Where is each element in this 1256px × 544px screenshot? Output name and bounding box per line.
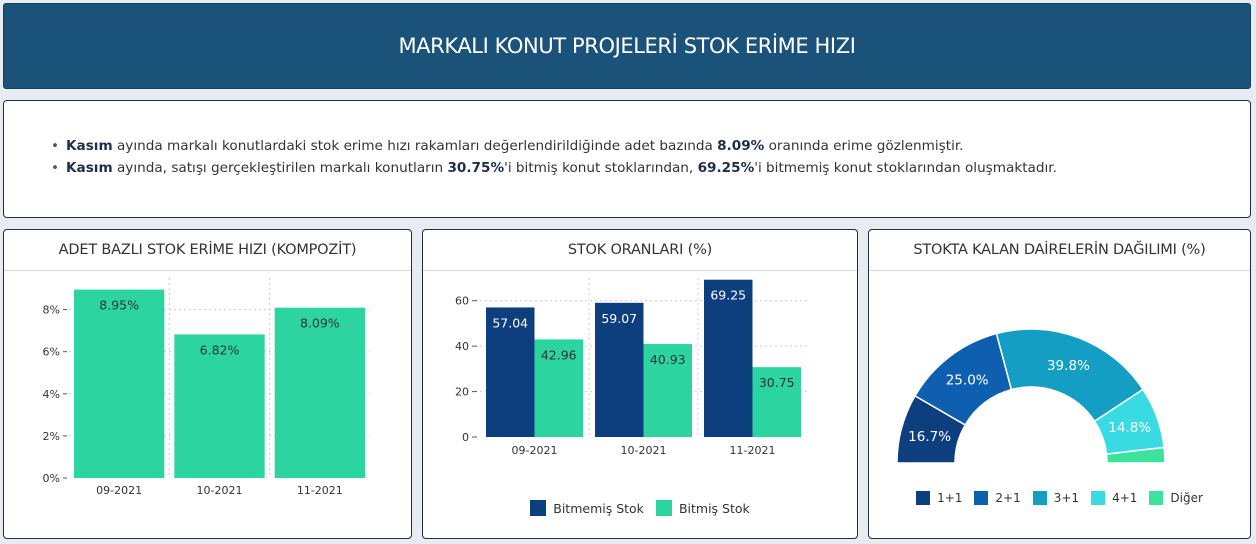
legend-swatch xyxy=(916,491,931,505)
bar-data-label: 8.95% xyxy=(99,298,139,313)
legend-label: Diğer xyxy=(1170,491,1203,505)
bar-data-label: 42.96 xyxy=(541,347,577,362)
y-tick-label: 8% xyxy=(43,304,60,317)
melt-rate-chart: 0% 2% 4% 6% 8% 8.95% 09-2021 6.82% 10-2021 8.09% 1… xyxy=(43,278,370,497)
legend-label: 1+1 xyxy=(937,491,963,505)
legend-swatch xyxy=(974,491,989,505)
y-tick-label: 60 xyxy=(455,295,469,308)
y-tick-label: 0 xyxy=(462,431,469,444)
summary-item: Kasım ayında, satışı gerçekleştirilen ma… xyxy=(51,157,1250,179)
slice-data-label: 14.8% xyxy=(1108,420,1151,436)
page-title: MARKALI KONUT PROJELERİ STOK ERİME HIZI xyxy=(398,34,856,58)
legend-item[interactable]: 3+1 xyxy=(1032,491,1080,505)
x-tick-label: 09-2021 xyxy=(512,444,558,457)
y-tick-label: 40 xyxy=(455,340,469,353)
bar[interactable] xyxy=(534,339,584,437)
summary-item: Kasım ayında markalı konutlardaki stok e… xyxy=(51,135,1250,157)
legend-swatch xyxy=(655,500,672,516)
bar-data-label: 59.07 xyxy=(601,311,637,326)
chart-legend: Bitmemiş Stok Bitmiş Stok xyxy=(423,500,857,516)
bar-data-label: 69.25 xyxy=(710,288,746,303)
legend-item[interactable]: Diğer xyxy=(1149,491,1203,505)
chart-legend: 1+1 2+1 3+1 4+1 Diğer xyxy=(869,491,1250,505)
legend-swatch xyxy=(1032,491,1047,505)
summary-value: 30.75% xyxy=(447,160,505,176)
stock-ratio-chart: 0 20 40 60 57.04 42.96 09-2021 59.07 40.93 10-202… xyxy=(455,278,807,457)
stock-ratio-panel: STOK ORANLARI (%) 0 20 40 60 57.04 42.96 09-20… xyxy=(422,229,858,539)
summary-text: 'i bitmiş konut stoklarından, xyxy=(504,160,698,176)
summary-box: Kasım ayında markalı konutlardaki stok e… xyxy=(3,100,1251,218)
legend-label: 2+1 xyxy=(995,491,1021,505)
slice-data-label: 25.0% xyxy=(946,373,989,389)
x-tick-label: 10-2021 xyxy=(621,444,667,457)
page-header: MARKALI KONUT PROJELERİ STOK ERİME HIZI xyxy=(3,3,1251,89)
pie-slice[interactable] xyxy=(1105,446,1166,464)
bar[interactable] xyxy=(174,334,265,478)
summary-month: Kasım xyxy=(66,138,113,154)
legend-swatch xyxy=(1149,491,1164,505)
bar[interactable] xyxy=(704,279,753,437)
distribution-chart: 16.7% 25.0% 39.8% 14.8% xyxy=(896,328,1166,464)
bar-data-label: 6.82% xyxy=(200,342,240,357)
legend-item[interactable]: Bitmemiş Stok xyxy=(530,500,644,516)
legend-swatch xyxy=(1091,491,1106,505)
bar[interactable] xyxy=(274,307,365,478)
summary-value: 69.25% xyxy=(697,160,755,176)
slice-data-label: 16.7% xyxy=(908,429,951,445)
legend-label: Bitmemiş Stok xyxy=(553,500,644,516)
x-tick-label: 10-2021 xyxy=(197,484,243,497)
legend-item[interactable]: 1+1 xyxy=(916,491,962,505)
bar-data-label: 30.75 xyxy=(759,375,795,390)
y-tick-label: 2% xyxy=(43,430,60,443)
bar[interactable] xyxy=(595,302,644,437)
legend-item[interactable]: 2+1 xyxy=(974,491,1021,505)
summary-text: oranında erime gözlenmiştir. xyxy=(764,138,964,154)
bar[interactable] xyxy=(643,344,693,437)
slice-data-label: 39.8% xyxy=(1047,358,1090,374)
legend-item[interactable]: Bitmiş Stok xyxy=(655,500,750,516)
legend-label: 4+1 xyxy=(1112,491,1138,505)
bar-data-label: 57.04 xyxy=(492,315,528,330)
x-tick-label: 11-2021 xyxy=(297,484,343,497)
legend-swatch xyxy=(530,500,547,516)
y-tick-label: 20 xyxy=(455,386,469,399)
melt-rate-panel: ADET BAZLI STOK ERİME HIZI (KOMPOZİT) 0%… xyxy=(3,229,412,539)
legend-label: Bitmiş Stok xyxy=(678,500,750,516)
bar[interactable] xyxy=(74,289,165,478)
summary-month: Kasım xyxy=(66,160,113,176)
legend-item[interactable]: 4+1 xyxy=(1091,491,1137,505)
summary-text: ayında markalı konutlardaki stok erime h… xyxy=(112,138,718,154)
summary-value: 8.09% xyxy=(717,138,765,154)
y-tick-label: 0% xyxy=(43,472,60,485)
legend-label: 3+1 xyxy=(1053,491,1080,505)
panel-title: STOK ORANLARI (%) xyxy=(423,230,857,271)
bar-data-label: 8.09% xyxy=(300,316,340,331)
y-tick-label: 4% xyxy=(43,388,60,401)
bar[interactable] xyxy=(486,307,535,437)
y-tick-label: 6% xyxy=(43,346,60,359)
summary-text: 'i bitmemiş konut stoklarından oluşmakta… xyxy=(754,160,1057,176)
panel-title: ADET BAZLI STOK ERİME HIZI (KOMPOZİT) xyxy=(4,230,411,271)
distribution-panel: STOKTA KALAN DAİRELERİN DAĞILIMI (%) 16.… xyxy=(868,229,1251,539)
bar[interactable] xyxy=(752,367,802,437)
panel-title: STOKTA KALAN DAİRELERİN DAĞILIMI (%) xyxy=(869,230,1250,271)
x-tick-label: 11-2021 xyxy=(730,444,776,457)
summary-text: ayında, satışı gerçekleştirilen markalı … xyxy=(112,160,448,176)
bar-data-label: 40.93 xyxy=(650,352,686,367)
x-tick-label: 09-2021 xyxy=(96,484,142,497)
